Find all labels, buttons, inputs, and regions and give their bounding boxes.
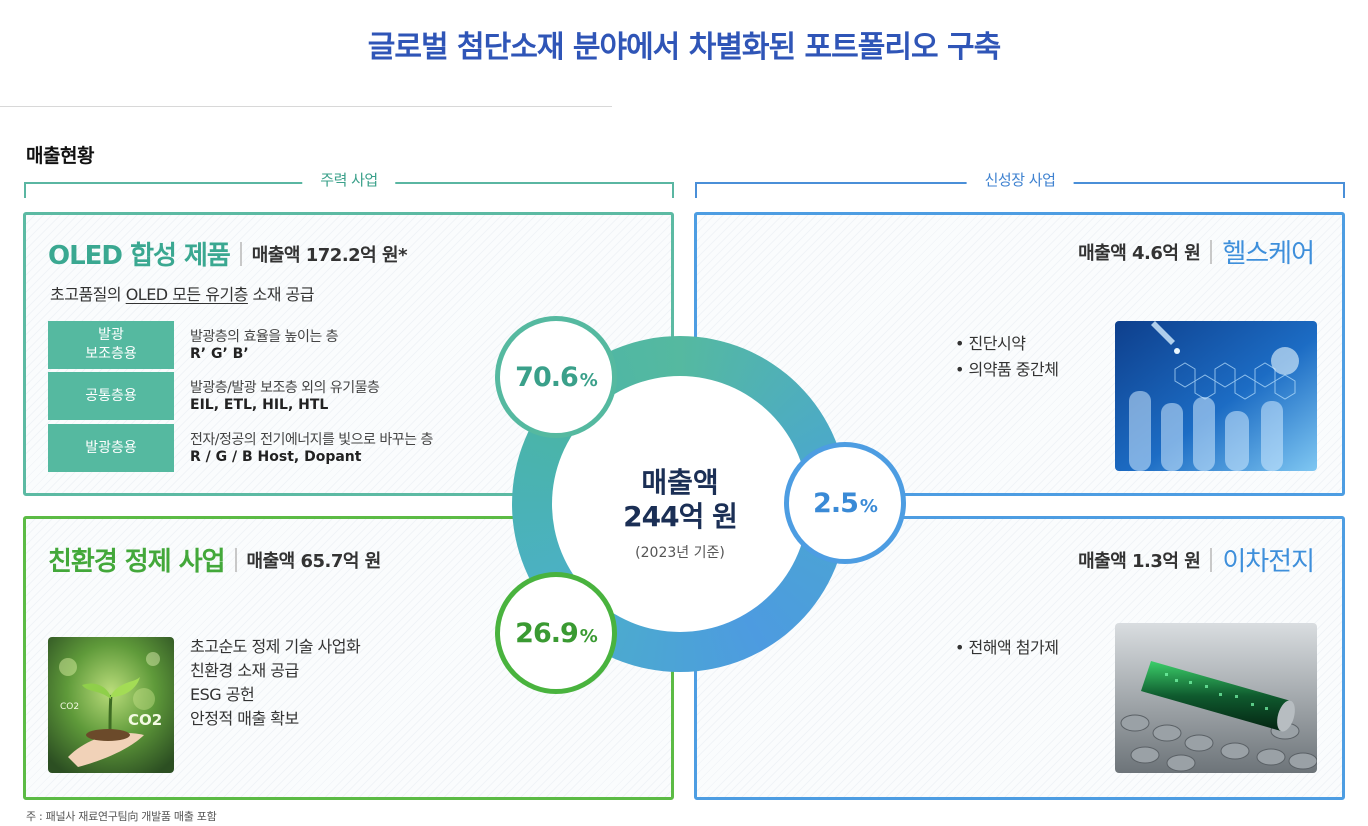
list-item: 초고순도 정제 기술 사업화 <box>190 637 361 656</box>
layer-tag: 발광 보조층용 <box>48 321 174 369</box>
section-label: 매출현황 <box>26 145 94 167</box>
battery-header: 매출액 1.3억 원 이차전지 <box>1078 541 1315 578</box>
list-item: ESG 공헌 <box>190 685 255 704</box>
oled-share-value: 70.6 <box>515 361 579 393</box>
layer-row: 공통층용 발광층/발광 보조층 외의 유기물층 EIL, ETL, HIL, H… <box>48 372 648 420</box>
battery-item-list: 전해액 첨가제 <box>955 635 1059 661</box>
share-unit: % <box>579 625 598 647</box>
eco-share-value: 26.9 <box>515 617 579 649</box>
share-unit: % <box>859 495 878 517</box>
eco-item-list: 초고순도 정제 기술 사업화 친환경 소재 공급 ESG 공헌 안정적 매출 확… <box>190 635 361 731</box>
title-divider <box>0 106 612 107</box>
eco-share-bubble: 26.9% <box>495 572 617 694</box>
layer-description: 발광층/발광 보조층 외의 유기물층 <box>190 380 380 396</box>
layer-tag: 발광층용 <box>48 424 174 472</box>
layer-materials: EIL, ETL, HIL, HTL <box>190 397 329 413</box>
lab-glassware-photo-icon <box>1115 321 1317 471</box>
oled-header: OLED 합성 제품 매출액 172.2억 원* <box>48 235 407 272</box>
header-separator <box>239 241 242 266</box>
layer-materials: R / G / B Host, Dopant <box>190 449 362 465</box>
page-title: 글로벌 첨단소재 분야에서 차별화된 포트폴리오 구축 <box>367 30 1001 65</box>
healthcare-sales: 매출액 4.6억 원 <box>1078 242 1201 264</box>
header-separator <box>234 547 237 572</box>
footnote: 주 : 패널사 재료연구팀向 개발품 매출 포함 <box>26 810 217 823</box>
eco-title: 친환경 정제 사업 <box>48 547 226 577</box>
battery-sales: 매출액 1.3억 원 <box>1078 550 1201 572</box>
battery-panel: 매출액 1.3억 원 이차전지 전해액 첨가제 <box>694 516 1345 800</box>
layer-description: 발광층의 효율을 높이는 층 <box>190 329 339 345</box>
oled-subtitle: 초고품질의 OLED 모든 유기층 소재 공급 <box>50 285 314 304</box>
eco-sales: 매출액 65.7억 원 <box>246 550 382 572</box>
list-item: 친환경 소재 공급 <box>190 661 299 680</box>
oled-sales: 매출액 172.2억 원* <box>251 244 408 266</box>
header-separator <box>1210 239 1213 264</box>
total-sales-label: 매출액 <box>641 466 719 499</box>
header-separator <box>1210 547 1213 572</box>
total-sales-value: 244억 원 <box>623 500 738 533</box>
healthcare-share-value: 2.5 <box>813 487 859 519</box>
healthcare-header: 매출액 4.6억 원 헬스케어 <box>1078 233 1315 270</box>
healthcare-title: 헬스케어 <box>1222 239 1315 269</box>
svg-text:CO2: CO2 <box>60 702 79 712</box>
layer-materials: R’ G’ B’ <box>190 346 249 362</box>
healthcare-share-bubble: 2.5% <box>784 442 906 564</box>
oled-subtitle-underlined: OLED 모든 유기층 <box>125 285 249 304</box>
battery-cells-photo-icon <box>1115 623 1317 773</box>
layer-tag: 공통층용 <box>48 372 174 420</box>
svg-text:CO2: CO2 <box>128 711 162 729</box>
plant-co2-photo-icon: CO2 CO2 <box>48 637 174 773</box>
list-item: 진단시약 <box>955 331 1058 357</box>
share-unit: % <box>579 369 598 391</box>
layer-row: 발광 보조층용 발광층의 효율을 높이는 층 R’ G’ B’ <box>48 321 648 369</box>
layer-row: 발광층용 전자/정공의 전기에너지를 빛으로 바꾸는 층 R / G / B H… <box>48 424 648 472</box>
main-business-label: 주력 사업 <box>302 169 396 190</box>
eco-header: 친환경 정제 사업 매출액 65.7억 원 <box>48 541 381 578</box>
oled-title: OLED 합성 제품 <box>48 241 231 271</box>
list-item: 안정적 매출 확보 <box>190 709 299 728</box>
oled-share-bubble: 70.6% <box>495 316 617 438</box>
total-sales-summary: 매출액 244억 원 (2023년 기준) <box>512 466 848 562</box>
layer-description: 전자/정공의 전기에너지를 빛으로 바꾸는 층 <box>190 432 433 448</box>
list-item: 의약품 중간체 <box>955 357 1059 383</box>
battery-title: 이차전지 <box>1222 547 1315 577</box>
healthcare-item-list: 진단시약 의약품 중간체 <box>955 331 1059 383</box>
new-business-label: 신성장 사업 <box>966 169 1074 190</box>
total-sales-note: (2023년 기준) <box>635 545 725 561</box>
list-item: 전해액 첨가제 <box>955 635 1059 661</box>
